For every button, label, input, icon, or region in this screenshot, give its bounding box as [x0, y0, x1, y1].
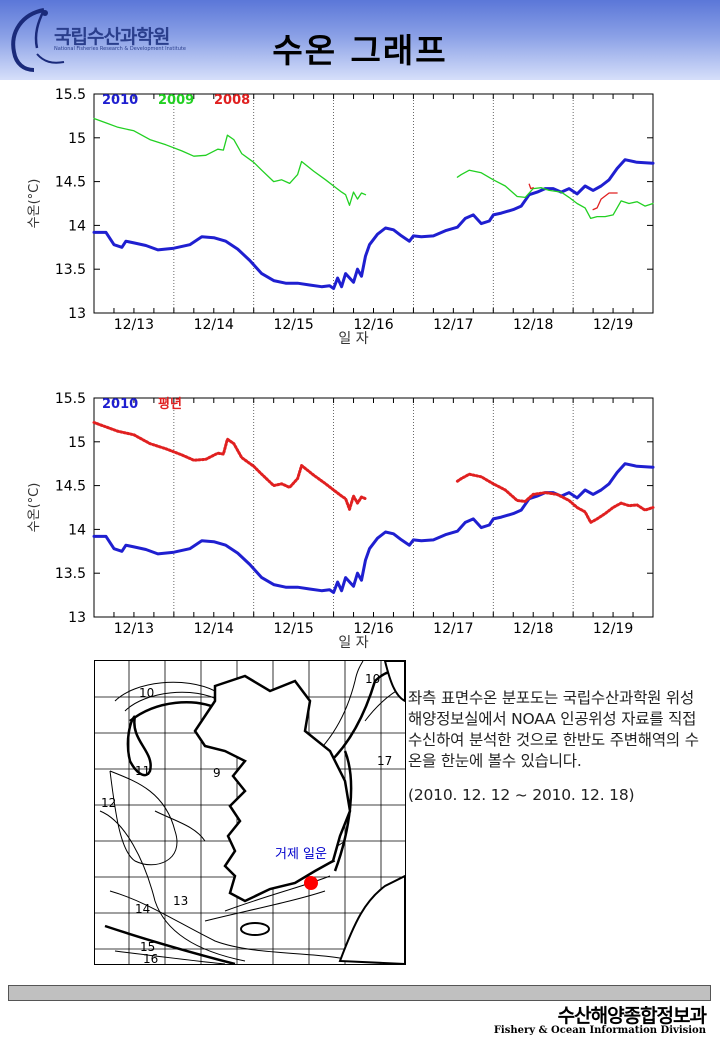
series-line-2009: [456, 169, 654, 220]
x-tick-label: 12/15: [273, 317, 313, 333]
contour-label: 16: [143, 952, 158, 964]
x-tick-label: 12/18: [513, 317, 553, 333]
y-tick-label: 15: [68, 435, 86, 451]
series-line-2008: [592, 192, 618, 211]
contour-label: 11: [135, 764, 150, 778]
footer-division-name: 수산해양종합정보과: [557, 1005, 707, 1027]
y-tick-label: 14.5: [55, 175, 86, 191]
footer-division-name-en: Fishery & Ocean Information Division: [493, 1025, 706, 1036]
japan-north-coast: [383, 661, 405, 703]
x-tick-label: 12/16: [353, 621, 393, 637]
page-title: 수온 그래프: [272, 31, 448, 70]
legend-item: 2009: [158, 93, 194, 108]
contour-label: 9: [213, 766, 221, 780]
x-tick-label: 12/17: [433, 621, 473, 637]
contour-label: 12: [101, 796, 116, 810]
description-text: 좌측 표면수온 분포도는 국립수산과학원 위성해양정보실에서 NOAA 인공위성…: [408, 689, 699, 770]
sst-map-graphic: 10 10 11 9 12 17 13 14 15 16 거제 일운: [95, 661, 405, 964]
contour-label: 10: [139, 686, 154, 700]
contour-labels: 10 10 11 9 12 17 13 14 15 16: [101, 672, 392, 964]
x-tick-label: 12/14: [194, 317, 234, 333]
x-axis-title: 일 자: [338, 331, 368, 347]
y-tick-label: 13: [68, 610, 86, 626]
series-line-2010: [92, 158, 655, 290]
footer-bar: [8, 985, 711, 1001]
y-tick-label: 13: [68, 306, 86, 322]
x-tick-label: 12/18: [513, 621, 553, 637]
series-line-평년: [92, 421, 367, 511]
x-tick-label: 12/13: [114, 317, 154, 333]
x-tick-label: 12/19: [593, 621, 633, 637]
y-tick-label: 13.5: [55, 262, 86, 278]
y-tick-label: 14: [68, 218, 86, 234]
y-tick-label: 15: [68, 131, 86, 147]
x-tick-label: 12/16: [353, 317, 393, 333]
series-line-평년: [455, 472, 655, 524]
jeju-island: [240, 922, 270, 936]
korean-peninsula: [193, 674, 352, 903]
series-line-2008: [528, 183, 534, 190]
japan-coast: [338, 874, 405, 964]
legend-item: 평년: [158, 396, 182, 412]
plot-area: [93, 397, 654, 618]
sst-map: 10 10 11 9 12 17 13 14 15 16 거제 일운: [94, 660, 406, 965]
y-axis-title: 수온(°C): [27, 483, 42, 533]
location-label: 거제 일운: [275, 847, 327, 862]
header: 국립수산과학원 National Fisheries Research & De…: [0, 0, 720, 80]
plot-area: [93, 93, 654, 314]
contour-label: 13: [173, 894, 188, 908]
y-axis-title: 수온(°C): [27, 179, 42, 229]
y-tick-label: 15.5: [55, 87, 86, 103]
legend-item: 2008: [214, 93, 250, 108]
legend-item: 2010: [102, 93, 138, 108]
y-tick-label: 14: [68, 522, 86, 538]
contour-label: 17: [377, 754, 392, 768]
x-tick-label: 12/13: [114, 621, 154, 637]
org-name: 국립수산과학원: [54, 26, 170, 48]
x-tick-label: 12/15: [273, 621, 313, 637]
contour-label: 14: [135, 902, 150, 916]
org-name-en: National Fisheries Research & Developmen…: [54, 46, 186, 52]
y-tick-label: 15.5: [55, 391, 86, 407]
description: 좌측 표면수온 분포도는 국립수산과학원 위성해양정보실에서 NOAA 인공위성…: [408, 688, 708, 806]
x-tick-label: 12/17: [433, 317, 473, 333]
description-period: (2010. 12. 12 ~ 2010. 12. 18): [408, 786, 635, 804]
location-marker: [304, 876, 318, 890]
nfrdi-logo: [11, 8, 65, 72]
x-axis-title: 일 자: [338, 635, 368, 651]
x-tick-label: 12/19: [593, 317, 633, 333]
x-tick-label: 12/14: [194, 621, 234, 637]
header-background: [0, 0, 720, 80]
contour-label: 15: [140, 940, 155, 954]
chart-temperature-yearly: 15.5 15 14.5 14 13.5 13 12/13 12/14 12/15 12/16 12…: [27, 87, 655, 347]
y-tick-label: 13.5: [55, 566, 86, 582]
y-tick-label: 14.5: [55, 479, 86, 495]
legend-item: 2010: [102, 397, 138, 412]
contour-label: 10: [365, 672, 380, 686]
chart-temperature-normal: 15.5 15 14.5 14 13.5 13 12/13 12/14 12/15 12/16 12…: [27, 391, 655, 651]
series-line-2009: [93, 117, 367, 206]
